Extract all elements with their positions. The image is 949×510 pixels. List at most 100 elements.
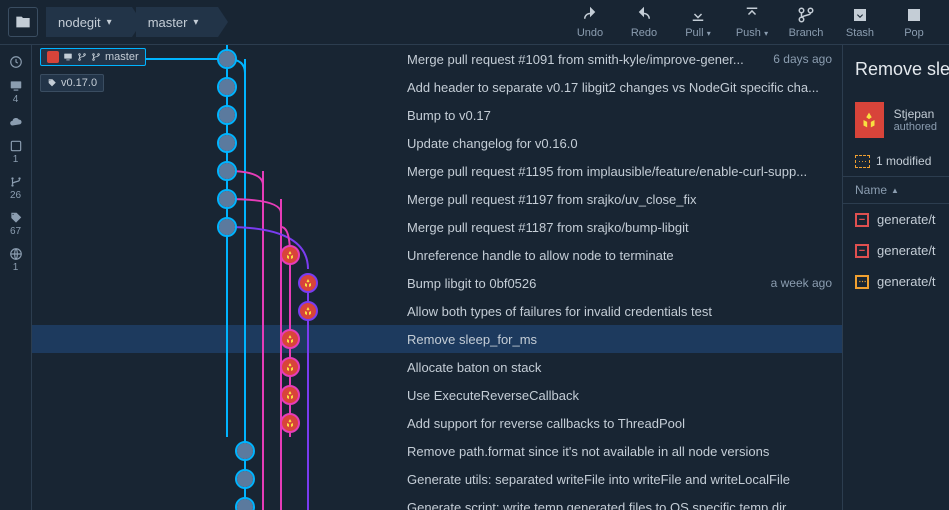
commit-title: Remove slee xyxy=(843,45,949,94)
commit-node[interactable] xyxy=(280,329,300,349)
commit-node[interactable] xyxy=(280,357,300,377)
commit-message: Allocate baton on stack xyxy=(407,360,842,375)
commit-row[interactable]: Allocate baton on stack xyxy=(32,353,842,381)
file-list: −generate/t−generate/t⋯generate/t xyxy=(843,204,949,297)
commit-row[interactable]: Update changelog for v0.16.0 xyxy=(32,129,842,157)
commit-message: Bump to v0.17 xyxy=(407,108,842,123)
name-header-label: Name xyxy=(855,183,887,197)
rail-item-tag[interactable]: 67 xyxy=(0,207,31,241)
commit-row[interactable]: Merge pull request #1195 from implausibl… xyxy=(32,157,842,185)
file-row[interactable]: −generate/t xyxy=(843,204,949,235)
breadcrumb-branch[interactable]: master ▾ xyxy=(136,7,219,37)
redo-label: Redo xyxy=(631,27,657,39)
tag-ref[interactable]: v0.17.0 xyxy=(40,74,104,92)
commit-row[interactable]: Merge pull request #1091 from smith-kyle… xyxy=(32,45,842,73)
commit-rows: Merge pull request #1091 from smith-kyle… xyxy=(32,45,842,510)
file-status-icon: − xyxy=(855,244,869,258)
commit-message: Update changelog for v0.16.0 xyxy=(407,136,842,151)
commit-node[interactable] xyxy=(217,77,237,97)
file-name: generate/t xyxy=(877,274,936,289)
commit-row[interactable]: Remove sleep_for_ms xyxy=(32,325,842,353)
breadcrumb-repo-label: nodegit xyxy=(58,15,101,30)
commit-row[interactable]: Add support for reverse callbacks to Thr… xyxy=(32,409,842,437)
commit-node[interactable] xyxy=(217,49,237,69)
globe-icon xyxy=(9,247,23,261)
file-row[interactable]: −generate/t xyxy=(843,235,949,266)
main: 4126671 master v0.17.0 Merge pull req xyxy=(0,45,949,510)
toolbar-actions: Undo Redo Pull ▾ Push ▾ Branch Stash Pop xyxy=(565,6,949,39)
rail-count: 4 xyxy=(13,94,19,105)
chevron-down-icon: ▾ xyxy=(193,17,198,28)
commit-row[interactable]: Merge pull request #1187 from srajko/bum… xyxy=(32,213,842,241)
rail-item-monitor[interactable]: 4 xyxy=(0,75,31,109)
rail-item-branch[interactable]: 26 xyxy=(0,171,31,205)
rail-item-clock[interactable] xyxy=(0,51,31,73)
commit-node[interactable] xyxy=(280,413,300,433)
commit-node[interactable] xyxy=(217,105,237,125)
commit-node[interactable] xyxy=(217,217,237,237)
pr-icon xyxy=(9,139,23,153)
branch-small-icon xyxy=(91,52,101,62)
commit-message: Unreference handle to allow node to term… xyxy=(407,248,842,263)
rail-item-pr[interactable]: 1 xyxy=(0,135,31,169)
redo-button[interactable]: Redo xyxy=(619,6,669,39)
commit-node[interactable] xyxy=(217,161,237,181)
commit-time: 6 days ago xyxy=(773,52,842,66)
commit-row[interactable]: Generate script: write temp generated fi… xyxy=(32,493,842,510)
stash-label: Stash xyxy=(846,27,874,39)
branch-small-icon xyxy=(77,52,87,62)
tag-icon xyxy=(9,211,23,225)
commit-node[interactable] xyxy=(298,301,318,321)
commit-node[interactable] xyxy=(217,189,237,209)
author-sub: authored xyxy=(894,121,937,133)
push-button[interactable]: Push ▾ xyxy=(727,6,777,39)
commit-node[interactable] xyxy=(280,245,300,265)
commit-row[interactable]: Unreference handle to allow node to term… xyxy=(32,241,842,269)
folder-icon[interactable] xyxy=(8,7,38,37)
right-panel: Remove slee Stjepan authored ⋯ 1 modifie… xyxy=(842,45,949,510)
pop-button[interactable]: Pop xyxy=(889,6,939,39)
file-status-icon: ⋯ xyxy=(855,275,869,289)
breadcrumb-branch-label: master xyxy=(148,15,188,30)
file-name: generate/t xyxy=(877,243,936,258)
graph-area: master v0.17.0 Merge pull request #1091 … xyxy=(32,45,842,510)
commit-row[interactable]: Remove path.format since it's not availa… xyxy=(32,437,842,465)
author-avatar xyxy=(855,102,884,138)
commit-node[interactable] xyxy=(217,133,237,153)
tag-ref-label: v0.17.0 xyxy=(61,77,97,89)
pull-button[interactable]: Pull ▾ xyxy=(673,6,723,39)
commit-node[interactable] xyxy=(235,497,255,510)
commit-row[interactable]: Bump libgit to 0bf0526a week ago xyxy=(32,269,842,297)
branch-button[interactable]: Branch xyxy=(781,6,831,39)
breadcrumbs: nodegit ▾ master ▾ xyxy=(0,7,565,37)
commit-node[interactable] xyxy=(298,273,318,293)
head-ref-label: master xyxy=(105,51,139,63)
topbar: nodegit ▾ master ▾ Undo Redo Pull ▾ Push… xyxy=(0,0,949,45)
branch-label: Branch xyxy=(789,27,824,39)
commit-message: Merge pull request #1195 from implausibl… xyxy=(407,164,842,179)
commit-row[interactable]: Bump to v0.17 xyxy=(32,101,842,129)
breadcrumb-repo[interactable]: nodegit ▾ xyxy=(46,7,132,37)
file-list-header[interactable]: Name ▲ xyxy=(843,176,949,204)
commit-node[interactable] xyxy=(280,385,300,405)
commit-row[interactable]: Merge pull request #1197 from srajko/uv_… xyxy=(32,185,842,213)
commit-node[interactable] xyxy=(235,469,255,489)
rail-item-globe[interactable]: 1 xyxy=(0,243,31,277)
rail-count: 1 xyxy=(13,262,19,273)
commit-row[interactable]: Allow both types of failures for invalid… xyxy=(32,297,842,325)
stash-button[interactable]: Stash xyxy=(835,6,885,39)
file-row[interactable]: ⋯ generate/t xyxy=(843,266,949,297)
commit-message: Generate utils: separated writeFile into… xyxy=(407,472,842,487)
undo-button[interactable]: Undo xyxy=(565,6,615,39)
monitor-icon xyxy=(9,79,23,93)
author-block: Stjepan authored xyxy=(843,94,949,146)
commit-node[interactable] xyxy=(235,441,255,461)
rail-item-cloud[interactable] xyxy=(0,111,31,133)
commit-row[interactable]: Use ExecuteReverseCallback xyxy=(32,381,842,409)
commit-row[interactable]: Add header to separate v0.17 libgit2 cha… xyxy=(32,73,842,101)
commit-row[interactable]: Generate utils: separated writeFile into… xyxy=(32,465,842,493)
badge-icon xyxy=(47,51,59,63)
chevron-down-icon: ▾ xyxy=(762,29,768,38)
modified-label: 1 modified xyxy=(876,154,931,168)
head-ref[interactable]: master xyxy=(40,48,146,66)
